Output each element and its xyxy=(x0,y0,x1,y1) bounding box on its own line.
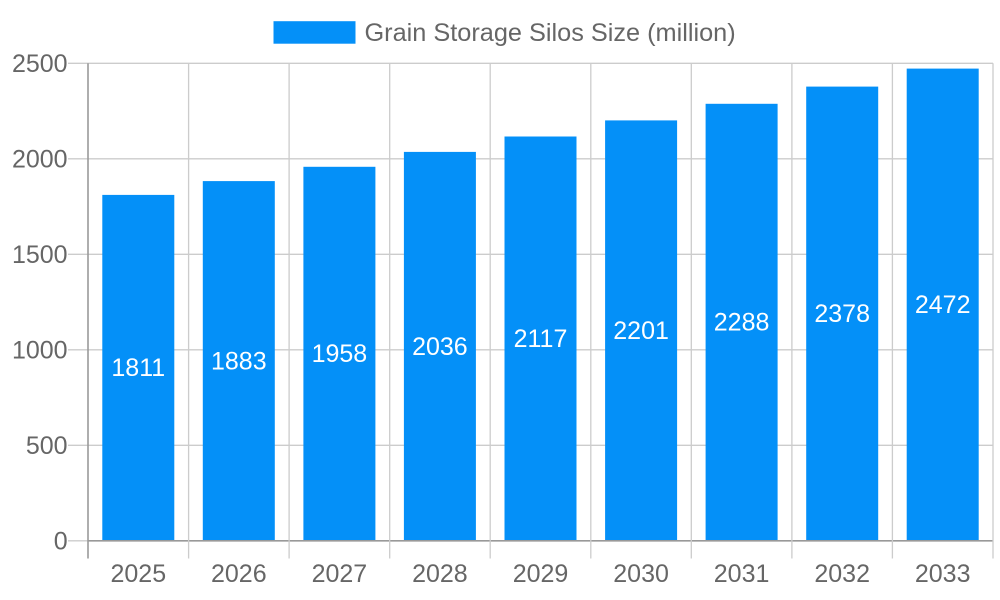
svg-text:1883: 1883 xyxy=(211,347,267,375)
svg-text:2378: 2378 xyxy=(814,300,870,328)
svg-text:1000: 1000 xyxy=(12,337,68,365)
svg-text:Grain Storage Silos Size (mill: Grain Storage Silos Size (million) xyxy=(365,19,736,47)
svg-text:2117: 2117 xyxy=(514,325,568,353)
svg-text:2288: 2288 xyxy=(714,309,770,337)
svg-text:2026: 2026 xyxy=(211,560,267,588)
svg-text:2201: 2201 xyxy=(613,317,669,345)
svg-text:2036: 2036 xyxy=(412,333,468,361)
svg-text:2031: 2031 xyxy=(714,560,770,588)
svg-text:2472: 2472 xyxy=(915,291,971,319)
svg-text:2033: 2033 xyxy=(915,560,971,588)
svg-text:2029: 2029 xyxy=(513,560,569,588)
svg-text:500: 500 xyxy=(26,432,68,460)
svg-text:2028: 2028 xyxy=(412,560,468,588)
svg-text:1811: 1811 xyxy=(111,354,165,382)
svg-text:2025: 2025 xyxy=(110,560,166,588)
svg-text:2027: 2027 xyxy=(312,560,368,588)
svg-text:1958: 1958 xyxy=(312,340,368,368)
svg-text:2030: 2030 xyxy=(613,560,669,588)
svg-text:1500: 1500 xyxy=(12,241,68,269)
svg-text:2000: 2000 xyxy=(12,146,68,174)
svg-text:0: 0 xyxy=(54,528,68,556)
svg-text:2032: 2032 xyxy=(814,560,870,588)
svg-text:2500: 2500 xyxy=(12,50,68,78)
